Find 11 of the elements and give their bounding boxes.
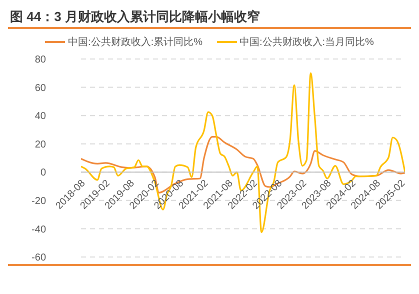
legend-label: 中国:公共财政收入:累计同比%: [68, 36, 202, 49]
y-tick-label: 20: [34, 139, 46, 150]
y-tick-label: 40: [34, 111, 46, 122]
y-tick-label: -60: [32, 252, 46, 264]
y-tick-label: -40: [32, 224, 46, 236]
y-tick-label: 0: [40, 168, 46, 179]
legend-label: 中国:公共财政收入:当月同比%: [240, 36, 374, 49]
y-tick-label: 60: [34, 82, 46, 94]
y-tick-label: -20: [32, 196, 46, 207]
chart-title: 图 44：3 月财政收入累计同比降幅小幅收窄: [10, 8, 260, 26]
y-tick-label: 80: [34, 54, 46, 66]
